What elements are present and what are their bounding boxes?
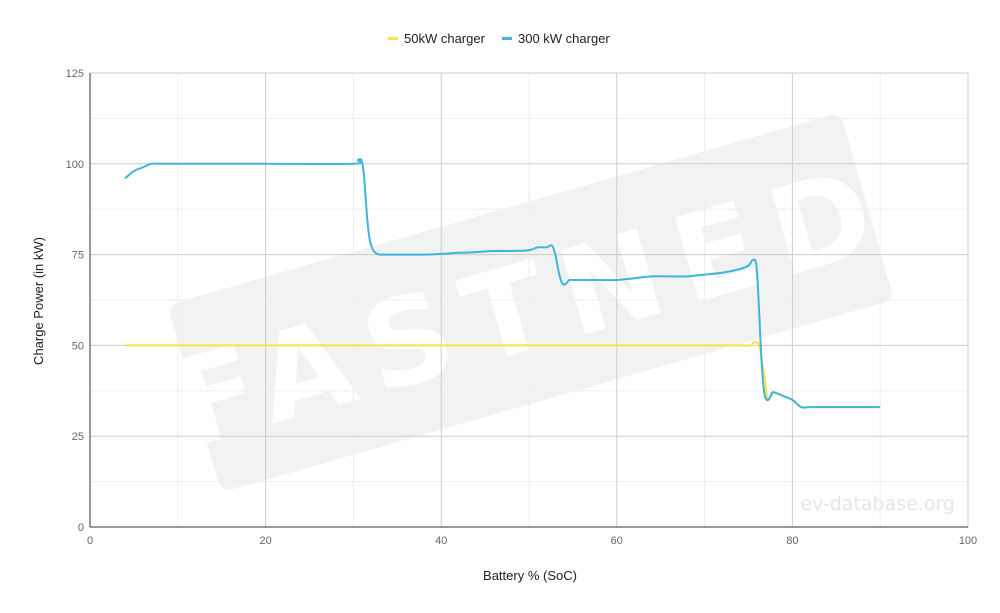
source-label: ev-database.org xyxy=(800,493,955,515)
legend-label-50kw: 50kW charger xyxy=(404,31,486,46)
axes: 0 20 40 60 80 100 0 25 50 75 100 125 xyxy=(66,68,978,547)
grid xyxy=(90,72,969,527)
legend-item-50kw: 50kW charger xyxy=(388,31,486,46)
x-axis-title: Battery % (SoC) xyxy=(483,568,577,583)
series-line-300kw xyxy=(124,157,881,409)
x-tick-label: 100 xyxy=(959,535,977,547)
legend-label-300kw: 300 kW charger xyxy=(518,31,610,46)
y-axis-title: Charge Power (in kW) xyxy=(31,237,46,365)
y-tick-label: 75 xyxy=(72,250,84,262)
y-tick-label: 25 xyxy=(72,431,84,443)
legend: 50kW charger 300 kW charger xyxy=(388,31,610,46)
y-tick-label: 100 xyxy=(66,159,84,171)
y-tick-label: 0 xyxy=(78,522,84,534)
legend-swatch-300kw xyxy=(502,37,512,40)
series-lines xyxy=(124,157,881,409)
x-tick-label: 80 xyxy=(786,535,798,547)
x-tick-label: 40 xyxy=(435,535,447,547)
y-tick-label: 125 xyxy=(66,68,84,80)
y-tick-label: 50 xyxy=(72,340,84,352)
watermark-logo: FASTNED xyxy=(159,115,906,490)
legend-item-300kw: 300 kW charger xyxy=(502,31,610,46)
x-tick-label: 20 xyxy=(259,535,271,547)
legend-swatch-50kw xyxy=(388,37,398,40)
x-tick-label: 0 xyxy=(87,535,93,547)
x-tick-label: 60 xyxy=(611,535,623,547)
